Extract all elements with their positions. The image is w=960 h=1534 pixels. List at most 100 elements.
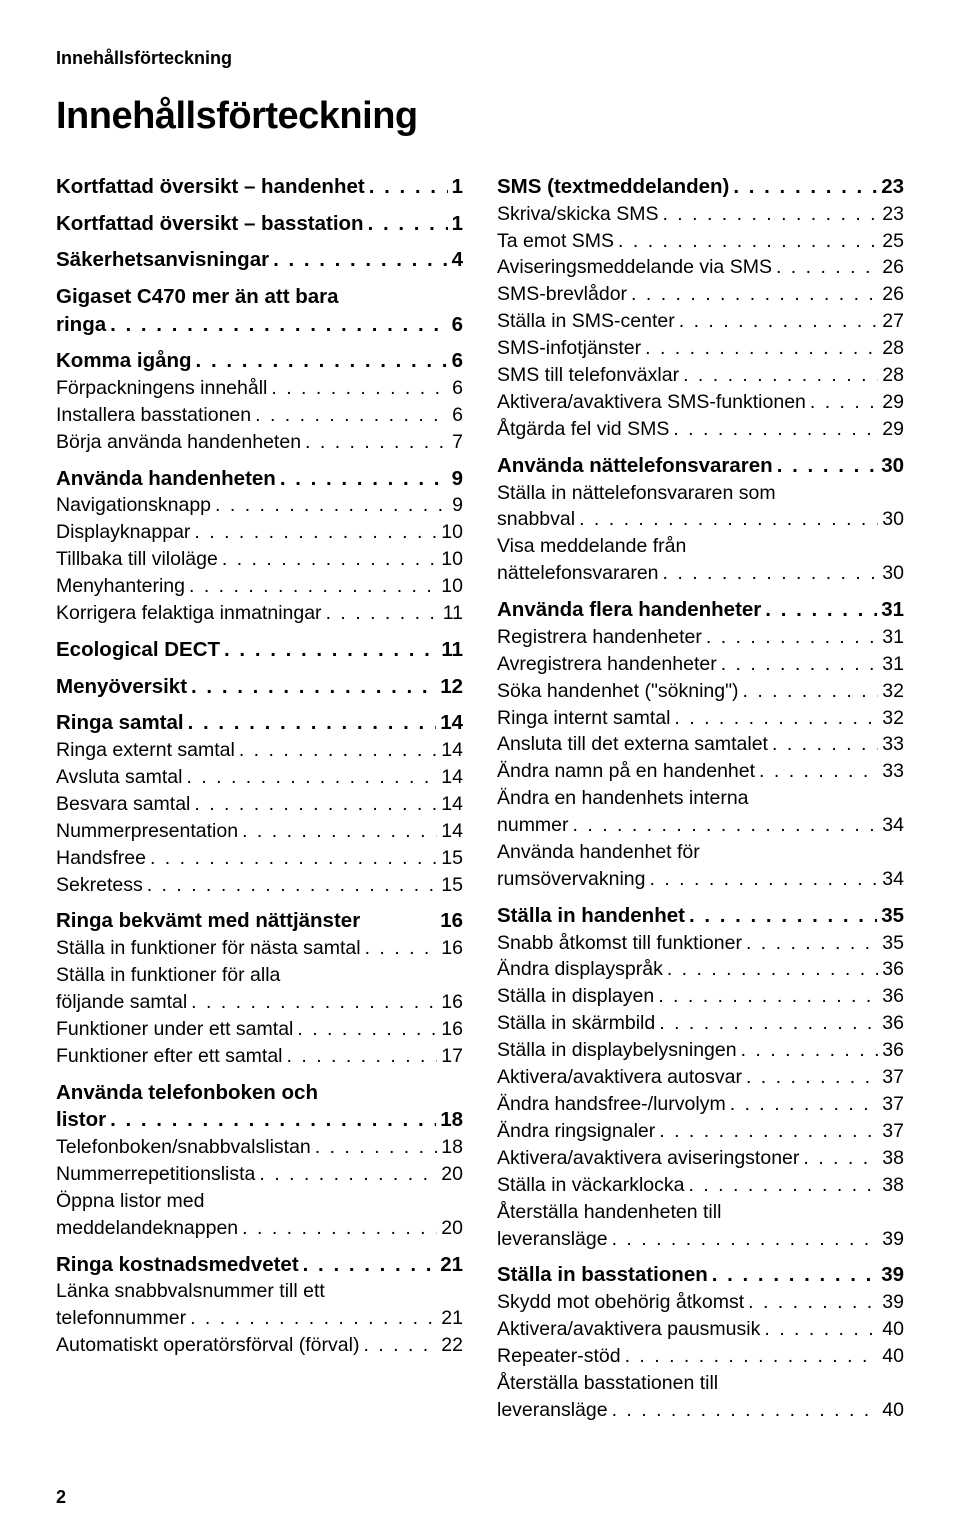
toc-page: 29 (878, 389, 904, 416)
toc-item-wrap: Visa meddelande från (497, 533, 904, 560)
toc-item: Ställa in väckarklocka. . . . . . . . . … (497, 1172, 904, 1199)
toc-leader: . . . . . . . . . . . . . . . . . . . . … (293, 1016, 437, 1043)
toc-label: Nummerrepetitionslista (56, 1161, 255, 1188)
toc-page: 40 (878, 1397, 904, 1424)
toc-page: 22 (437, 1332, 463, 1359)
toc-item: följande samtal. . . . . . . . . . . . .… (56, 989, 463, 1016)
toc-leader: . . . . . . . . . . . . . . . . . . . . … (655, 1118, 878, 1145)
toc-page: 7 (448, 429, 463, 456)
toc-label: Automatiskt operatörsförval (förval) (56, 1332, 359, 1359)
toc-leader: . . . . . . . . . . . . . . . . . . . . … (185, 573, 437, 600)
toc-item: SMS-infotjänster. . . . . . . . . . . . … (497, 335, 904, 362)
toc-label: rumsövervakning (497, 866, 645, 893)
toc-label: Navigationsknapp (56, 492, 211, 519)
toc-page: 38 (878, 1145, 904, 1172)
toc-item: Displayknappar. . . . . . . . . . . . . … (56, 519, 463, 546)
toc-label: Handsfree (56, 845, 146, 872)
toc-leader: . . . . . . . . . . . . . . . . . . . . … (364, 210, 448, 238)
toc-item: Installera basstationen. . . . . . . . .… (56, 402, 463, 429)
toc-label: nättelefonsvararen (497, 560, 659, 587)
toc-leader: . . . . . . . . . . . . . . . . . . . . … (143, 872, 438, 899)
toc-item: Söka handenhet ("sökning"). . . . . . . … (497, 678, 904, 705)
toc-page: 37 (878, 1118, 904, 1145)
toc-item-wrap: Återställa handenheten till (497, 1199, 904, 1226)
toc-item: Aktivera/avaktivera autosvar. . . . . . … (497, 1064, 904, 1091)
toc-page: 16 (437, 935, 463, 962)
toc-leader: . . . . . . . . . . . . . . . . . . . . … (663, 956, 878, 983)
toc-page: 35 (877, 902, 904, 930)
toc-page: 18 (436, 1106, 463, 1134)
running-head: Innehållsförteckning (56, 48, 904, 69)
toc-leader: . . . . . . . . . . . . . . . . . . . . … (729, 173, 877, 201)
toc-item: Sekretess. . . . . . . . . . . . . . . .… (56, 872, 463, 899)
toc-section: Använda flera handenheter. . . . . . . .… (497, 596, 904, 624)
toc-page: 4 (448, 246, 463, 274)
toc-leader: . . . . . . . . . . . . . . . . . . . . … (299, 1251, 437, 1279)
toc-page: 18 (437, 1134, 463, 1161)
toc-leader: . . . . . . . . . . . . . . . . . . . . … (627, 281, 878, 308)
toc-item-wrap: Använda handenhet för (497, 839, 904, 866)
toc-page: 16 (436, 907, 463, 935)
toc-leader: . . . . . . . . . . . . . . . . . . . . … (186, 1305, 437, 1332)
toc-leader: . . . . . . . . . . . . . . . . . . . . … (192, 347, 448, 375)
toc-leader: . . . . . . . . . . . . . . . . . . . . … (301, 429, 448, 456)
toc-section: Komma igång. . . . . . . . . . . . . . .… (56, 347, 463, 375)
toc-label: Ändra namn på en handenhet (497, 758, 755, 785)
toc-leader: . . . . . . . . . . . . . . . . . . . . … (187, 989, 437, 1016)
toc-label: Ställa in displayen (497, 983, 654, 1010)
toc-label: Använda nättelefonsvararen (497, 452, 773, 480)
toc-item: Avsluta samtal. . . . . . . . . . . . . … (56, 764, 463, 791)
toc-leader: . . . . . . . . . . . . . . . . . . . . … (608, 1397, 879, 1424)
toc-label: Ändra ringsignaler (497, 1118, 655, 1145)
toc-leader: . . . . . . . . . . . . . . . . . . . . … (708, 1261, 877, 1289)
toc-page: 14 (437, 818, 463, 845)
toc-page: 31 (878, 624, 904, 651)
toc-item-wrap: Länka snabbvalsnummer till ett (56, 1278, 463, 1305)
toc-section: Använda nättelefonsvararen. . . . . . . … (497, 452, 904, 480)
toc-page: 30 (878, 560, 904, 587)
toc-page: 6 (448, 311, 463, 339)
toc-page: 16 (437, 1016, 463, 1043)
toc-page: 10 (437, 573, 463, 600)
toc-page: 10 (437, 519, 463, 546)
toc-label: nummer (497, 812, 569, 839)
toc-leader: . . . . . . . . . . . . . . . . . . . . … (190, 519, 437, 546)
toc-page: 14 (436, 709, 463, 737)
toc-item: SMS till telefonväxlar. . . . . . . . . … (497, 362, 904, 389)
toc-page: 33 (878, 731, 904, 758)
toc-page: 6 (448, 375, 463, 402)
toc-item: Skydd mot obehörig åtkomst. . . . . . . … (497, 1289, 904, 1316)
toc-item: Åtgärda fel vid SMS. . . . . . . . . . .… (497, 416, 904, 443)
toc-page: 17 (437, 1043, 463, 1070)
toc-leader: . . . . . . . . . . . . . . . . . . . . … (569, 812, 879, 839)
toc-leader: . . . . . . . . . . . . . . . . . . . . … (211, 492, 448, 519)
toc-label: Funktioner efter ett samtal (56, 1043, 283, 1070)
toc-leader: . . . . . . . . . . . . . . . . . . . . … (760, 1316, 878, 1343)
toc-page: 10 (437, 546, 463, 573)
toc-page: 39 (877, 1261, 904, 1289)
toc-page: 21 (437, 1305, 463, 1332)
toc-label: Börja använda handenheten (56, 429, 301, 456)
toc-page: 37 (878, 1064, 904, 1091)
toc-leader: . . . . . . . . . . . . . . . . . . . . … (742, 930, 878, 957)
toc-leader: . . . . . . . . . . . . . . . . . . . . … (744, 1289, 878, 1316)
toc-label: Installera basstationen (56, 402, 251, 429)
toc-leader: . . . . . . . . . . . . . . . . . . . . … (146, 845, 437, 872)
toc-section-wrap: Använda telefonboken och (56, 1079, 463, 1107)
toc-section: Ställa in basstationen. . . . . . . . . … (497, 1261, 904, 1289)
toc-label: Aktivera/avaktivera SMS-funktionen (497, 389, 806, 416)
toc-label: Åtgärda fel vid SMS (497, 416, 669, 443)
toc-item: Aktivera/avaktivera aviseringstoner. . .… (497, 1145, 904, 1172)
toc-label: Ändra handsfree-/lurvolym (497, 1091, 726, 1118)
toc-item: Funktioner efter ett samtal. . . . . . .… (56, 1043, 463, 1070)
toc-leader: . . . . . . . . . . . . . . . . . . . . … (658, 201, 878, 228)
toc-page: 39 (878, 1226, 904, 1253)
toc-item: Skriva/skicka SMS. . . . . . . . . . . .… (497, 201, 904, 228)
toc-page: 39 (878, 1289, 904, 1316)
toc-leader: . . . . . . . . . . . . . . . . . . . . … (669, 416, 878, 443)
toc-label: meddelandeknappen (56, 1215, 238, 1242)
toc-page: 9 (448, 465, 463, 493)
toc-page: 36 (878, 983, 904, 1010)
toc-item: Nummerrepetitionslista. . . . . . . . . … (56, 1161, 463, 1188)
toc-page: 35 (878, 930, 904, 957)
